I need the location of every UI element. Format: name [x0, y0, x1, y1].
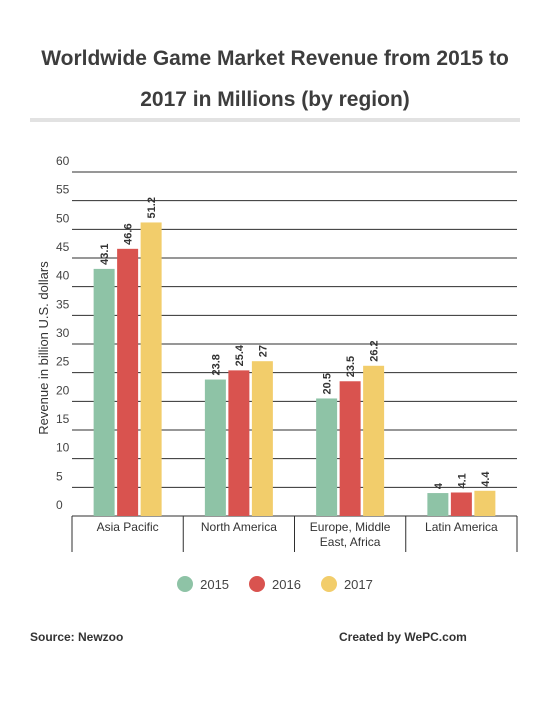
legend-label-2016: 2016 — [272, 576, 301, 592]
y-tick-label: 60 — [56, 154, 70, 168]
source-note: Source: Newzoo — [30, 630, 124, 644]
legend: 2015 2016 2017 — [0, 576, 550, 592]
bar-value-label: 4 — [433, 482, 445, 489]
bar-2017 — [363, 365, 385, 516]
y-axis-title: Revenue in billion U.S. dollars — [36, 261, 51, 435]
y-tick-label: 25 — [56, 355, 70, 369]
y-tick-label: 10 — [56, 441, 70, 455]
x-category-label: Europe, Middle — [310, 520, 391, 534]
bar-value-label: 4.1 — [456, 473, 468, 488]
y-tick-label: 50 — [56, 211, 70, 225]
bar-2016 — [450, 492, 472, 516]
legend-item-2015: 2015 — [177, 576, 229, 592]
bar-2017 — [251, 361, 273, 516]
bar-2017 — [140, 222, 162, 516]
y-tick-label: 45 — [56, 240, 70, 254]
y-tick-label: 20 — [56, 383, 70, 397]
bar-2015 — [427, 493, 449, 516]
bar-2017 — [474, 490, 496, 516]
legend-swatch-2015 — [177, 576, 194, 592]
legend-label-2017: 2017 — [343, 576, 373, 592]
bar-2015 — [316, 398, 338, 516]
title-divider — [30, 118, 520, 122]
x-category-label: Latin America — [425, 520, 498, 534]
bar-value-label: 26.2 — [369, 340, 381, 361]
bar-value-label: 51.2 — [146, 197, 158, 218]
bar-2016 — [339, 381, 361, 516]
y-tick-label: 30 — [56, 326, 70, 340]
bar-chart: 0 5 10 15 20 25 30 35 40 45 50 55 60 Revenue in billi… — [36, 154, 518, 552]
bar-value-label: 23.8 — [210, 354, 222, 375]
legend-swatch-2016 — [249, 576, 266, 592]
bar-2016 — [228, 370, 250, 516]
y-tick-label: 35 — [56, 297, 70, 311]
chart-title: Worldwide Game Market Revenue from 2015 … — [41, 47, 509, 111]
bar-value-label: 20.5 — [322, 373, 334, 394]
y-tick-label: 55 — [56, 183, 70, 197]
bar-value-label: 27 — [257, 345, 269, 357]
legend-item-2017: 2017 — [320, 576, 373, 592]
credit-note: Created by WePC.com — [339, 630, 467, 644]
bar-value-label: 23.5 — [345, 356, 357, 377]
bar-2015 — [204, 379, 226, 516]
y-tick-label: 40 — [56, 269, 70, 283]
bar-2015 — [93, 268, 115, 516]
bar-value-label: 25.4 — [234, 344, 246, 366]
x-category-label: North America — [201, 520, 277, 534]
bar-value-label: 4.4 — [480, 471, 492, 487]
bar-value-label: 46.6 — [123, 223, 135, 244]
legend-label-2015: 2015 — [200, 576, 230, 592]
y-tick-label: 15 — [56, 412, 70, 426]
bar-2016 — [117, 248, 139, 516]
x-category-label: East, Africa — [320, 535, 381, 549]
x-category-label: Asia Pacific — [97, 520, 159, 534]
y-tick-label: 5 — [56, 469, 63, 483]
bar-value-label: 43.1 — [99, 243, 111, 264]
y-tick-label: 0 — [56, 498, 63, 512]
legend-item-2016: 2016 — [249, 576, 301, 592]
legend-swatch-2017 — [320, 576, 337, 592]
